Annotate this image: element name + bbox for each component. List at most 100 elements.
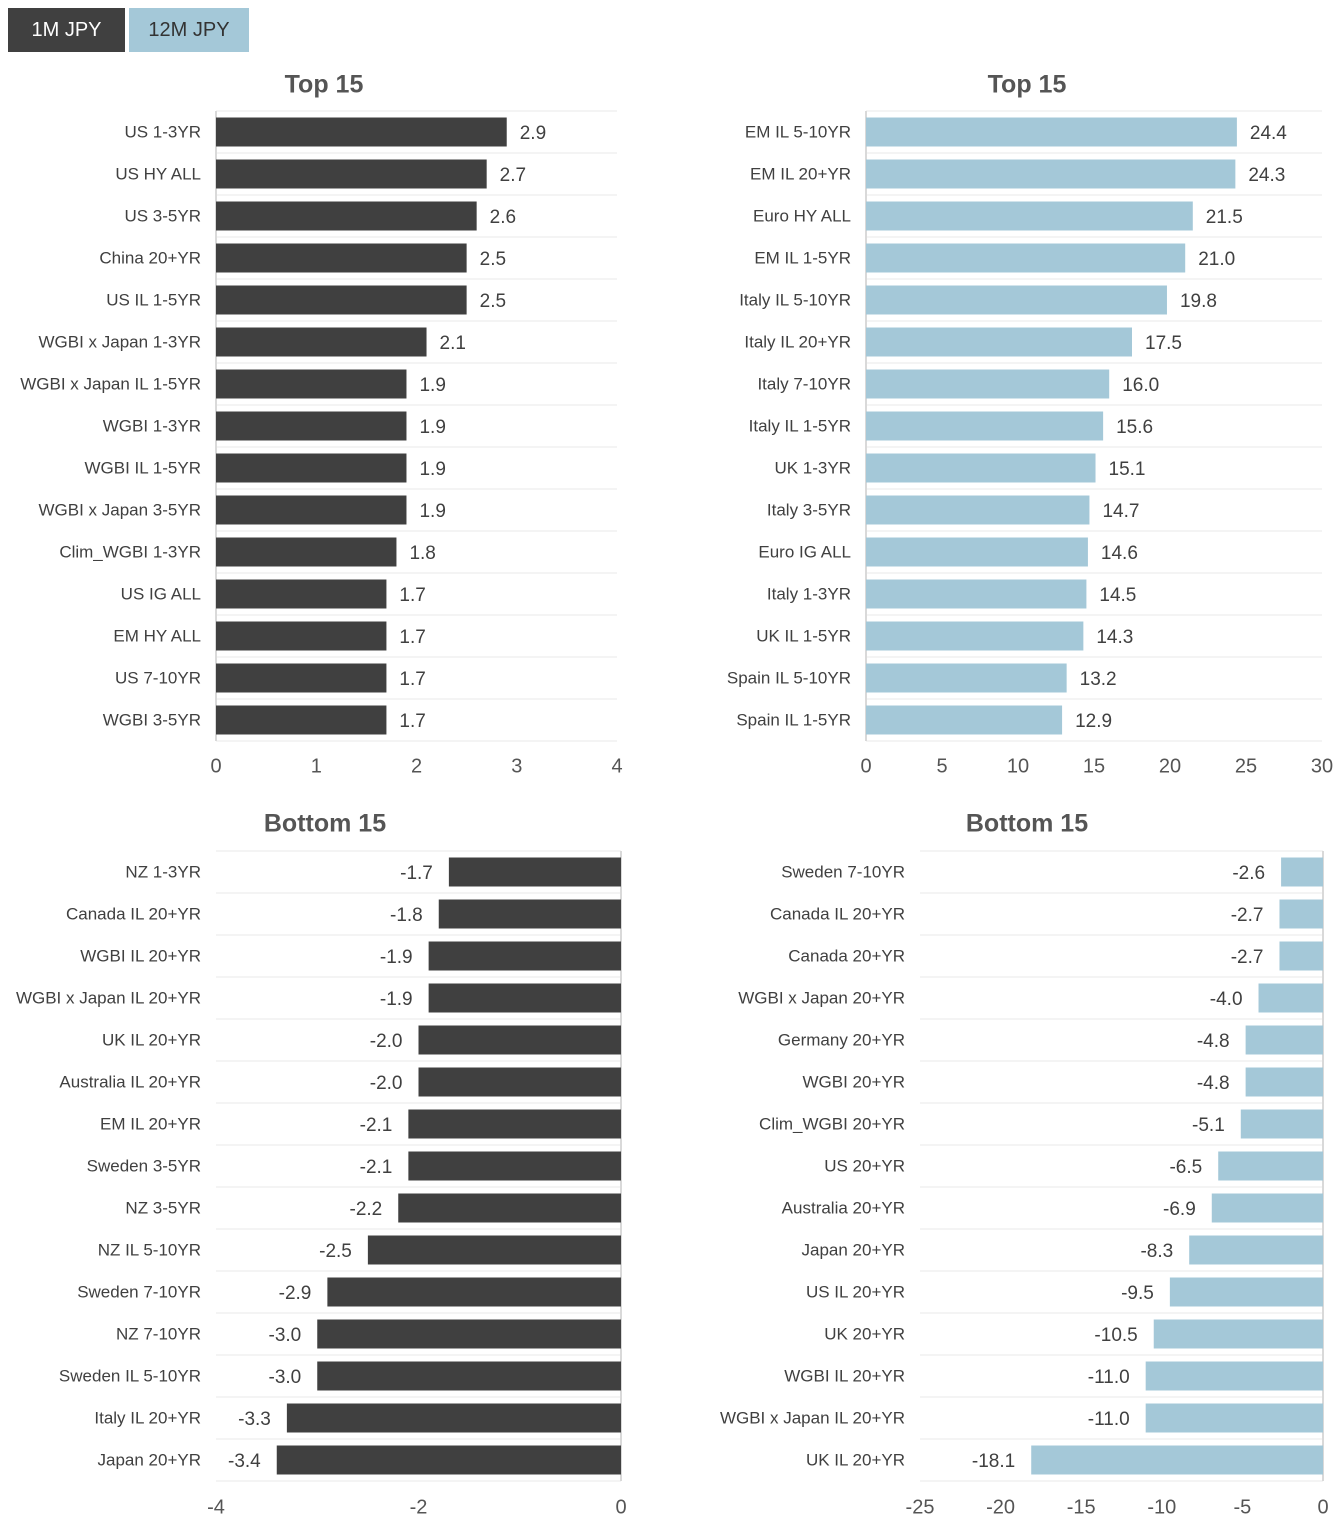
category-label: US IL 20+YR: [806, 1282, 905, 1301]
data-label: -3.4: [228, 1451, 261, 1472]
category-label: WGBI x Japan 3-5YR: [38, 500, 201, 519]
category-label: Italy IL 20+YR: [744, 332, 851, 351]
category-label: Clim_WGBI 1-3YR: [59, 542, 201, 561]
category-label: Sweden IL 5-10YR: [59, 1366, 201, 1385]
category-label: WGBI x Japan IL 20+YR: [720, 1408, 905, 1427]
bar: [286, 1403, 621, 1433]
bar: [216, 117, 507, 147]
category-label: UK 1-3YR: [774, 458, 851, 477]
bar: [216, 705, 387, 735]
data-label: 14.7: [1102, 501, 1139, 522]
chart-panel-2: Top 15 EM IL 5-10YR 24.4 EM IL 20+YR 24.3 Eur…: [727, 71, 1333, 778]
legend-item-1m-jpy[interactable]: 1M JPY: [8, 8, 125, 52]
data-label: 1.9: [419, 459, 445, 480]
category-label: Canada 20+YR: [788, 946, 905, 965]
chart-panel-1: Top 15 US 1-3YR 2.9 US HY ALL 2.7 US 3-5YR 2.6…: [20, 71, 622, 778]
category-label: UK IL 20+YR: [102, 1030, 201, 1049]
data-label: 17.5: [1145, 333, 1182, 354]
data-label: 1.9: [419, 375, 445, 396]
category-label: NZ 1-3YR: [125, 862, 201, 881]
x-tick-label: 0: [860, 755, 871, 777]
data-label: 16.0: [1122, 375, 1159, 396]
bar: [866, 201, 1193, 231]
category-label: US IG ALL: [121, 584, 201, 603]
category-label: EM HY ALL: [113, 626, 201, 645]
legend-item-12m-jpy[interactable]: 12M JPY: [129, 8, 249, 52]
x-tick-label: -20: [986, 1496, 1015, 1517]
data-label: 15.1: [1109, 459, 1146, 480]
bar: [866, 537, 1088, 567]
bar: [1279, 899, 1323, 929]
x-tick-label: 3: [511, 755, 522, 777]
data-label: 1.9: [419, 417, 445, 438]
bar: [317, 1361, 621, 1391]
category-label: EM IL 20+YR: [750, 164, 851, 183]
x-tick-label: -2: [410, 1496, 428, 1517]
bar: [1245, 1067, 1323, 1097]
chart-panel-3: Bottom 15 NZ 1-3YR -1.7 Canada IL 20+YR -1.8…: [16, 810, 627, 1517]
bar: [866, 621, 1084, 651]
bar: [408, 1151, 621, 1181]
x-tick-label: 15: [1083, 755, 1105, 777]
category-label: WGBI x Japan 1-3YR: [38, 332, 201, 351]
category-label: US HY ALL: [115, 164, 201, 183]
bar: [438, 899, 621, 929]
bar: [216, 159, 487, 189]
x-tick-label: 20: [1159, 755, 1181, 777]
bar: [418, 1067, 621, 1097]
category-label: Australia 20+YR: [782, 1198, 905, 1217]
x-tick-label: 2: [411, 755, 422, 777]
data-label: -2.9: [279, 1283, 312, 1304]
category-label: US IL 1-5YR: [106, 290, 201, 309]
bar: [1281, 857, 1323, 887]
data-label: -2.6: [1232, 863, 1265, 884]
bar: [216, 201, 477, 231]
category-label: US 3-5YR: [124, 206, 201, 225]
data-label: 1.8: [409, 543, 435, 564]
category-label: Italy IL 20+YR: [94, 1408, 201, 1427]
data-label: -2.1: [360, 1115, 393, 1136]
bar: [866, 243, 1186, 273]
bar: [428, 941, 621, 971]
x-tick-label: 0: [1317, 1496, 1328, 1517]
category-label: Germany 20+YR: [778, 1030, 905, 1049]
bar: [866, 369, 1110, 399]
x-tick-label: 25: [1235, 755, 1257, 777]
x-tick-label: -5: [1234, 1496, 1252, 1517]
category-label: UK IL 1-5YR: [756, 626, 851, 645]
data-label: -4.8: [1197, 1073, 1230, 1094]
category-label: EM IL 5-10YR: [745, 122, 851, 141]
data-label: -3.0: [269, 1367, 302, 1388]
data-label: 24.3: [1248, 165, 1285, 186]
category-label: Clim_WGBI 20+YR: [759, 1114, 905, 1133]
x-tick-label: 0: [210, 755, 221, 777]
category-label: NZ IL 5-10YR: [98, 1240, 201, 1259]
category-label: NZ 7-10YR: [116, 1324, 201, 1343]
bar: [866, 159, 1236, 189]
data-label: -3.3: [238, 1409, 271, 1430]
category-label: WGBI IL 20+YR: [784, 1366, 905, 1385]
chart-title: Bottom 15: [264, 810, 386, 838]
bar: [367, 1235, 621, 1265]
bar: [1189, 1235, 1323, 1265]
bar: [866, 579, 1087, 609]
category-label: Italy 1-3YR: [767, 584, 851, 603]
data-label: -8.3: [1140, 1241, 1173, 1262]
x-tick-label: -10: [1147, 1496, 1176, 1517]
bar: [216, 285, 467, 315]
data-label: 12.9: [1075, 711, 1112, 732]
bar: [216, 243, 467, 273]
category-label: WGBI 1-3YR: [103, 416, 201, 435]
category-label: Sweden 7-10YR: [77, 1282, 201, 1301]
data-label: 2.6: [490, 207, 516, 228]
category-label: WGBI x Japan IL 20+YR: [16, 988, 201, 1007]
category-label: Italy 3-5YR: [767, 500, 851, 519]
x-tick-label: 10: [1007, 755, 1029, 777]
data-label: 21.5: [1206, 207, 1243, 228]
data-label: -6.5: [1169, 1157, 1202, 1178]
data-label: -1.7: [400, 863, 433, 884]
data-label: 1.7: [399, 585, 425, 606]
data-label: -11.0: [1088, 1367, 1130, 1388]
bar: [216, 411, 407, 441]
data-label: -9.5: [1121, 1283, 1154, 1304]
